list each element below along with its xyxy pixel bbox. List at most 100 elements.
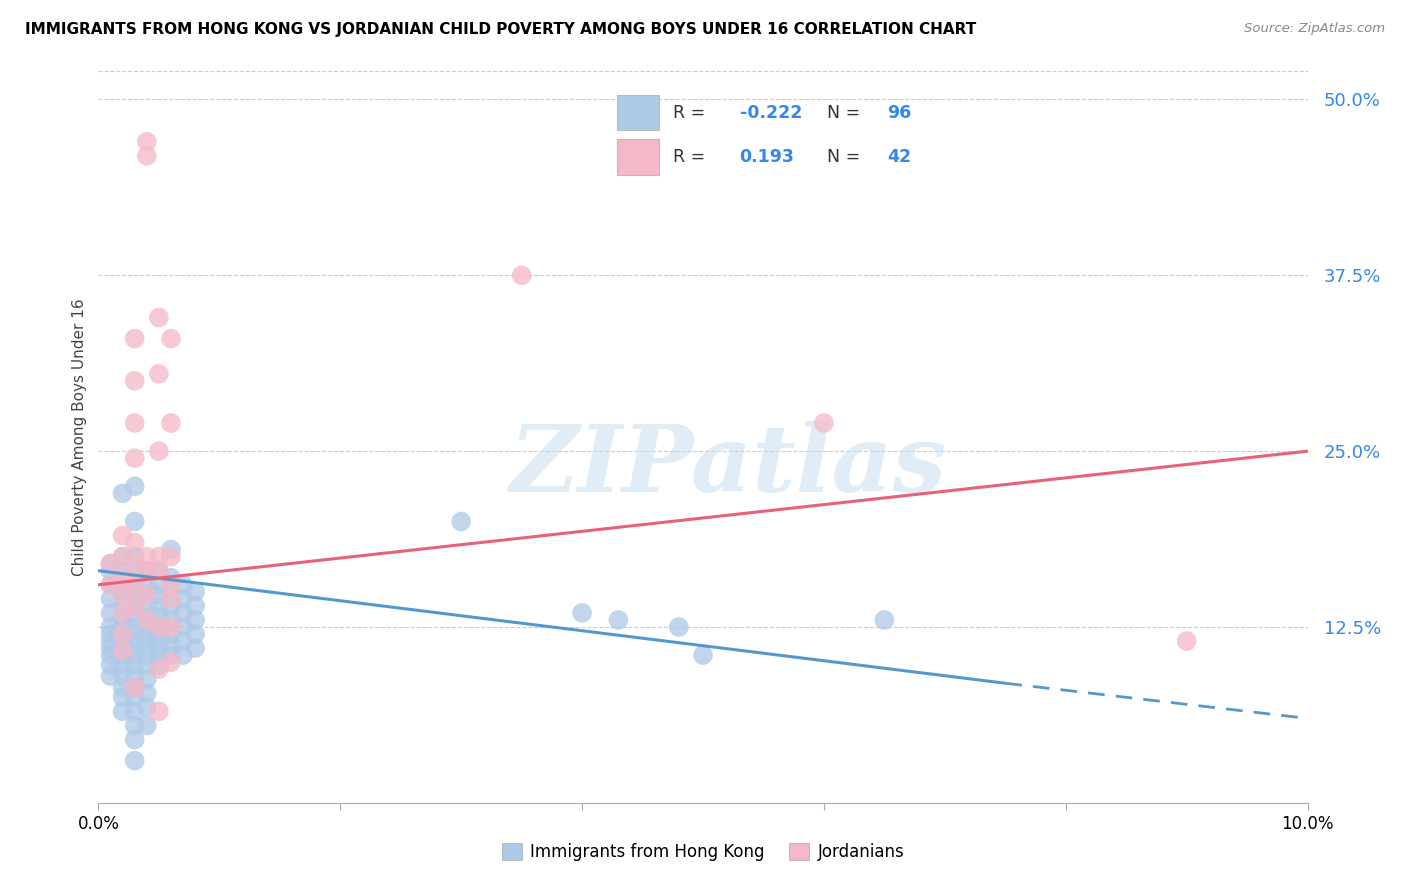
Point [111,638,134,652]
Point [160,416,183,430]
Point [111,657,134,672]
Point [135,613,157,627]
Point [111,578,134,592]
Y-axis label: Child Poverty Among Boys Under 16: Child Poverty Among Boys Under 16 [72,298,87,576]
Point [124,479,146,493]
Point [135,564,157,578]
Point [172,606,194,620]
Point [135,657,157,672]
Point [148,662,170,676]
Point [111,705,134,719]
Point [160,638,183,652]
Point [111,690,134,705]
Point [160,578,183,592]
Point [124,620,146,634]
Point [100,620,122,634]
Point [135,700,157,714]
Point [184,613,207,627]
Point [148,657,170,672]
Point [111,627,134,641]
Point [124,564,146,578]
Point [160,599,183,613]
Point [160,549,183,564]
Point [135,135,157,149]
Point [111,599,134,613]
Point [124,669,146,683]
Point [111,681,134,695]
Point [111,528,134,542]
Point [148,638,170,652]
Point [100,591,122,606]
Text: ZIPatlas: ZIPatlas [509,421,946,511]
Point [124,416,146,430]
Point [100,648,122,662]
Point [124,535,146,549]
Point [124,578,146,592]
Point [124,648,146,662]
Point [135,610,157,624]
Point [172,634,194,648]
Point [668,620,690,634]
Point [135,588,157,602]
Point [148,648,170,662]
Point [135,599,157,613]
Point [111,549,134,564]
Point [160,591,183,606]
Point [184,641,207,656]
Point [184,584,207,599]
Point [124,557,146,571]
Point [135,718,157,732]
Point [135,630,157,644]
Point [100,634,122,648]
Point [124,705,146,719]
Point [160,655,183,669]
Point [100,578,122,592]
Point [160,613,183,627]
Point [111,564,134,578]
Legend: Immigrants from Hong Kong, Jordanians: Immigrants from Hong Kong, Jordanians [495,836,911,868]
Point [184,627,207,641]
Point [148,367,170,381]
Point [160,584,183,599]
Point [172,620,194,634]
Point [1175,634,1198,648]
Point [124,638,146,652]
Point [124,718,146,732]
Point [692,648,714,662]
Point [148,549,170,564]
Point [510,268,533,283]
Point [100,557,122,571]
Point [172,648,194,662]
Point [148,620,170,634]
Point [135,686,157,700]
Point [135,578,157,592]
Point [148,620,170,634]
Point [124,599,146,613]
Point [124,515,146,529]
Point [111,669,134,683]
Point [124,610,146,624]
Text: Source: ZipAtlas.com: Source: ZipAtlas.com [1244,22,1385,36]
Point [111,486,134,500]
Point [100,557,122,571]
Point [160,332,183,346]
Point [135,620,157,634]
Point [111,610,134,624]
Point [135,588,157,602]
Point [135,648,157,662]
Point [100,657,122,672]
Point [135,672,157,686]
Point [124,549,146,564]
Point [160,542,183,557]
Point [100,641,122,656]
Point [124,451,146,466]
Point [148,599,170,613]
Point [100,578,122,592]
Point [571,606,593,620]
Point [160,571,183,585]
Point [100,606,122,620]
Point [172,591,194,606]
Point [160,627,183,641]
Point [813,416,835,430]
Point [450,515,472,529]
